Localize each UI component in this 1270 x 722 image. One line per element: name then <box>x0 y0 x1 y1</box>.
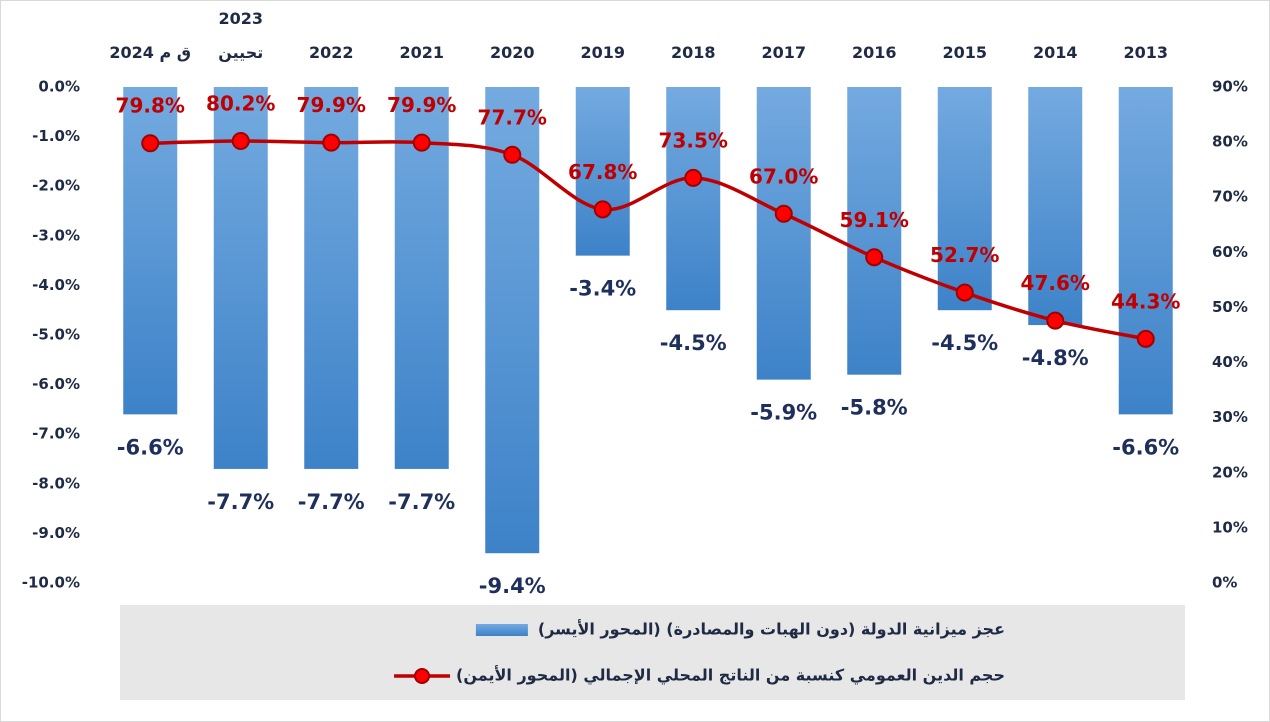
line-marker <box>231 132 250 151</box>
y2-tick-label: 90% <box>1212 78 1248 96</box>
line-label: 47.6% <box>1021 271 1090 295</box>
y-tick-label: -6.0% <box>32 375 80 393</box>
y-tick-label: -9.0% <box>32 524 80 542</box>
y-tick-label: -3.0% <box>32 226 80 244</box>
line-marker <box>141 134 160 153</box>
bar-label: -6.6% <box>1112 435 1179 459</box>
y2-tick-label: 40% <box>1212 353 1248 371</box>
y-tick-label: -10.0% <box>22 574 80 592</box>
y-tick-label: 0.0% <box>38 78 80 96</box>
y-tick-label: -1.0% <box>32 127 80 145</box>
line-marker <box>774 204 793 223</box>
x-tick-label: 2016 <box>851 43 897 62</box>
y2-tick-label: 60% <box>1212 243 1248 261</box>
bar-label: -9.4% <box>479 574 546 598</box>
bar-label: -7.7% <box>298 490 365 514</box>
line-marker <box>684 168 703 187</box>
y2-tick-label: 50% <box>1212 298 1248 316</box>
line-marker <box>412 133 431 152</box>
y-tick-label: -8.0% <box>32 474 80 492</box>
y2-tick-label: 20% <box>1212 463 1248 481</box>
y2-tick-label: 30% <box>1212 408 1248 426</box>
legend-swatch-marker <box>414 668 431 684</box>
line-marker <box>1046 311 1065 330</box>
y-tick-label: -4.0% <box>32 276 80 294</box>
x-tick-label: 2015 <box>942 43 988 62</box>
y2-tick-label: 10% <box>1212 518 1248 536</box>
bar <box>213 87 268 469</box>
line-label: 79.8% <box>116 94 185 118</box>
y2-tick-label: 80% <box>1212 133 1248 151</box>
line-marker <box>865 248 884 267</box>
y-tick-label: -5.0% <box>32 326 80 344</box>
bar-label: -4.8% <box>1022 346 1089 370</box>
y-tick-label: -7.0% <box>32 425 80 443</box>
bar <box>937 87 992 311</box>
x-tick-label: 2021 <box>399 43 445 62</box>
line-label: 73.5% <box>659 128 728 152</box>
line-label: 44.3% <box>1111 289 1180 313</box>
legend-label: عجز ميزانية الدولة (دون الهبات والمصادرة… <box>538 620 1005 639</box>
bar-label: -4.5% <box>660 331 727 355</box>
bar-label: -4.5% <box>931 331 998 355</box>
bar-label: -7.7% <box>207 490 274 514</box>
y-tick-label: -2.0% <box>32 177 80 195</box>
x-tick-label: 2017 <box>761 43 807 62</box>
line-label: 67.8% <box>568 160 637 184</box>
line-label: 79.9% <box>387 93 456 117</box>
line-marker <box>1136 329 1155 348</box>
line-marker <box>955 283 974 302</box>
line-marker <box>503 145 522 164</box>
bar <box>1118 87 1173 415</box>
line-label: 67.0% <box>749 164 818 188</box>
line <box>150 139 1147 341</box>
x-tick-label: 2019 <box>580 43 626 62</box>
line-label: 59.1% <box>840 208 909 232</box>
line-marker <box>322 133 341 152</box>
bar-label: -6.6% <box>117 435 184 459</box>
y2-tick-label: 0% <box>1212 574 1237 592</box>
bar-label: -5.9% <box>750 401 817 425</box>
line-marker <box>593 200 612 219</box>
x-tick-label: 2013 <box>1123 43 1169 62</box>
bar <box>1028 87 1083 326</box>
bar <box>756 87 811 380</box>
line-label: 52.7% <box>930 243 999 267</box>
bar <box>666 87 721 311</box>
line-label: 79.9% <box>297 93 366 117</box>
x-tick-label: 2024 ق م <box>109 43 192 62</box>
x-tick-label: 2018 <box>670 43 716 62</box>
bar-label: -7.7% <box>388 490 455 514</box>
x-tick-label: 2023 تحيين <box>218 9 264 62</box>
bar <box>847 87 902 375</box>
bar-label: -3.4% <box>569 277 636 301</box>
line-label: 77.7% <box>478 105 547 129</box>
x-tick-label: 2020 <box>489 43 535 62</box>
x-tick-label: 2014 <box>1032 43 1078 62</box>
line-label: 80.2% <box>206 92 275 116</box>
legend-swatch <box>475 624 528 636</box>
legend-box <box>120 605 1185 700</box>
bar-label: -5.8% <box>841 396 908 420</box>
legend-label: حجم الدين العمومي كنسبة من الناتج المحلي… <box>456 666 1005 686</box>
bar <box>575 87 630 256</box>
x-tick-label: 2022 <box>308 43 354 62</box>
y2-tick-label: 70% <box>1212 188 1248 206</box>
